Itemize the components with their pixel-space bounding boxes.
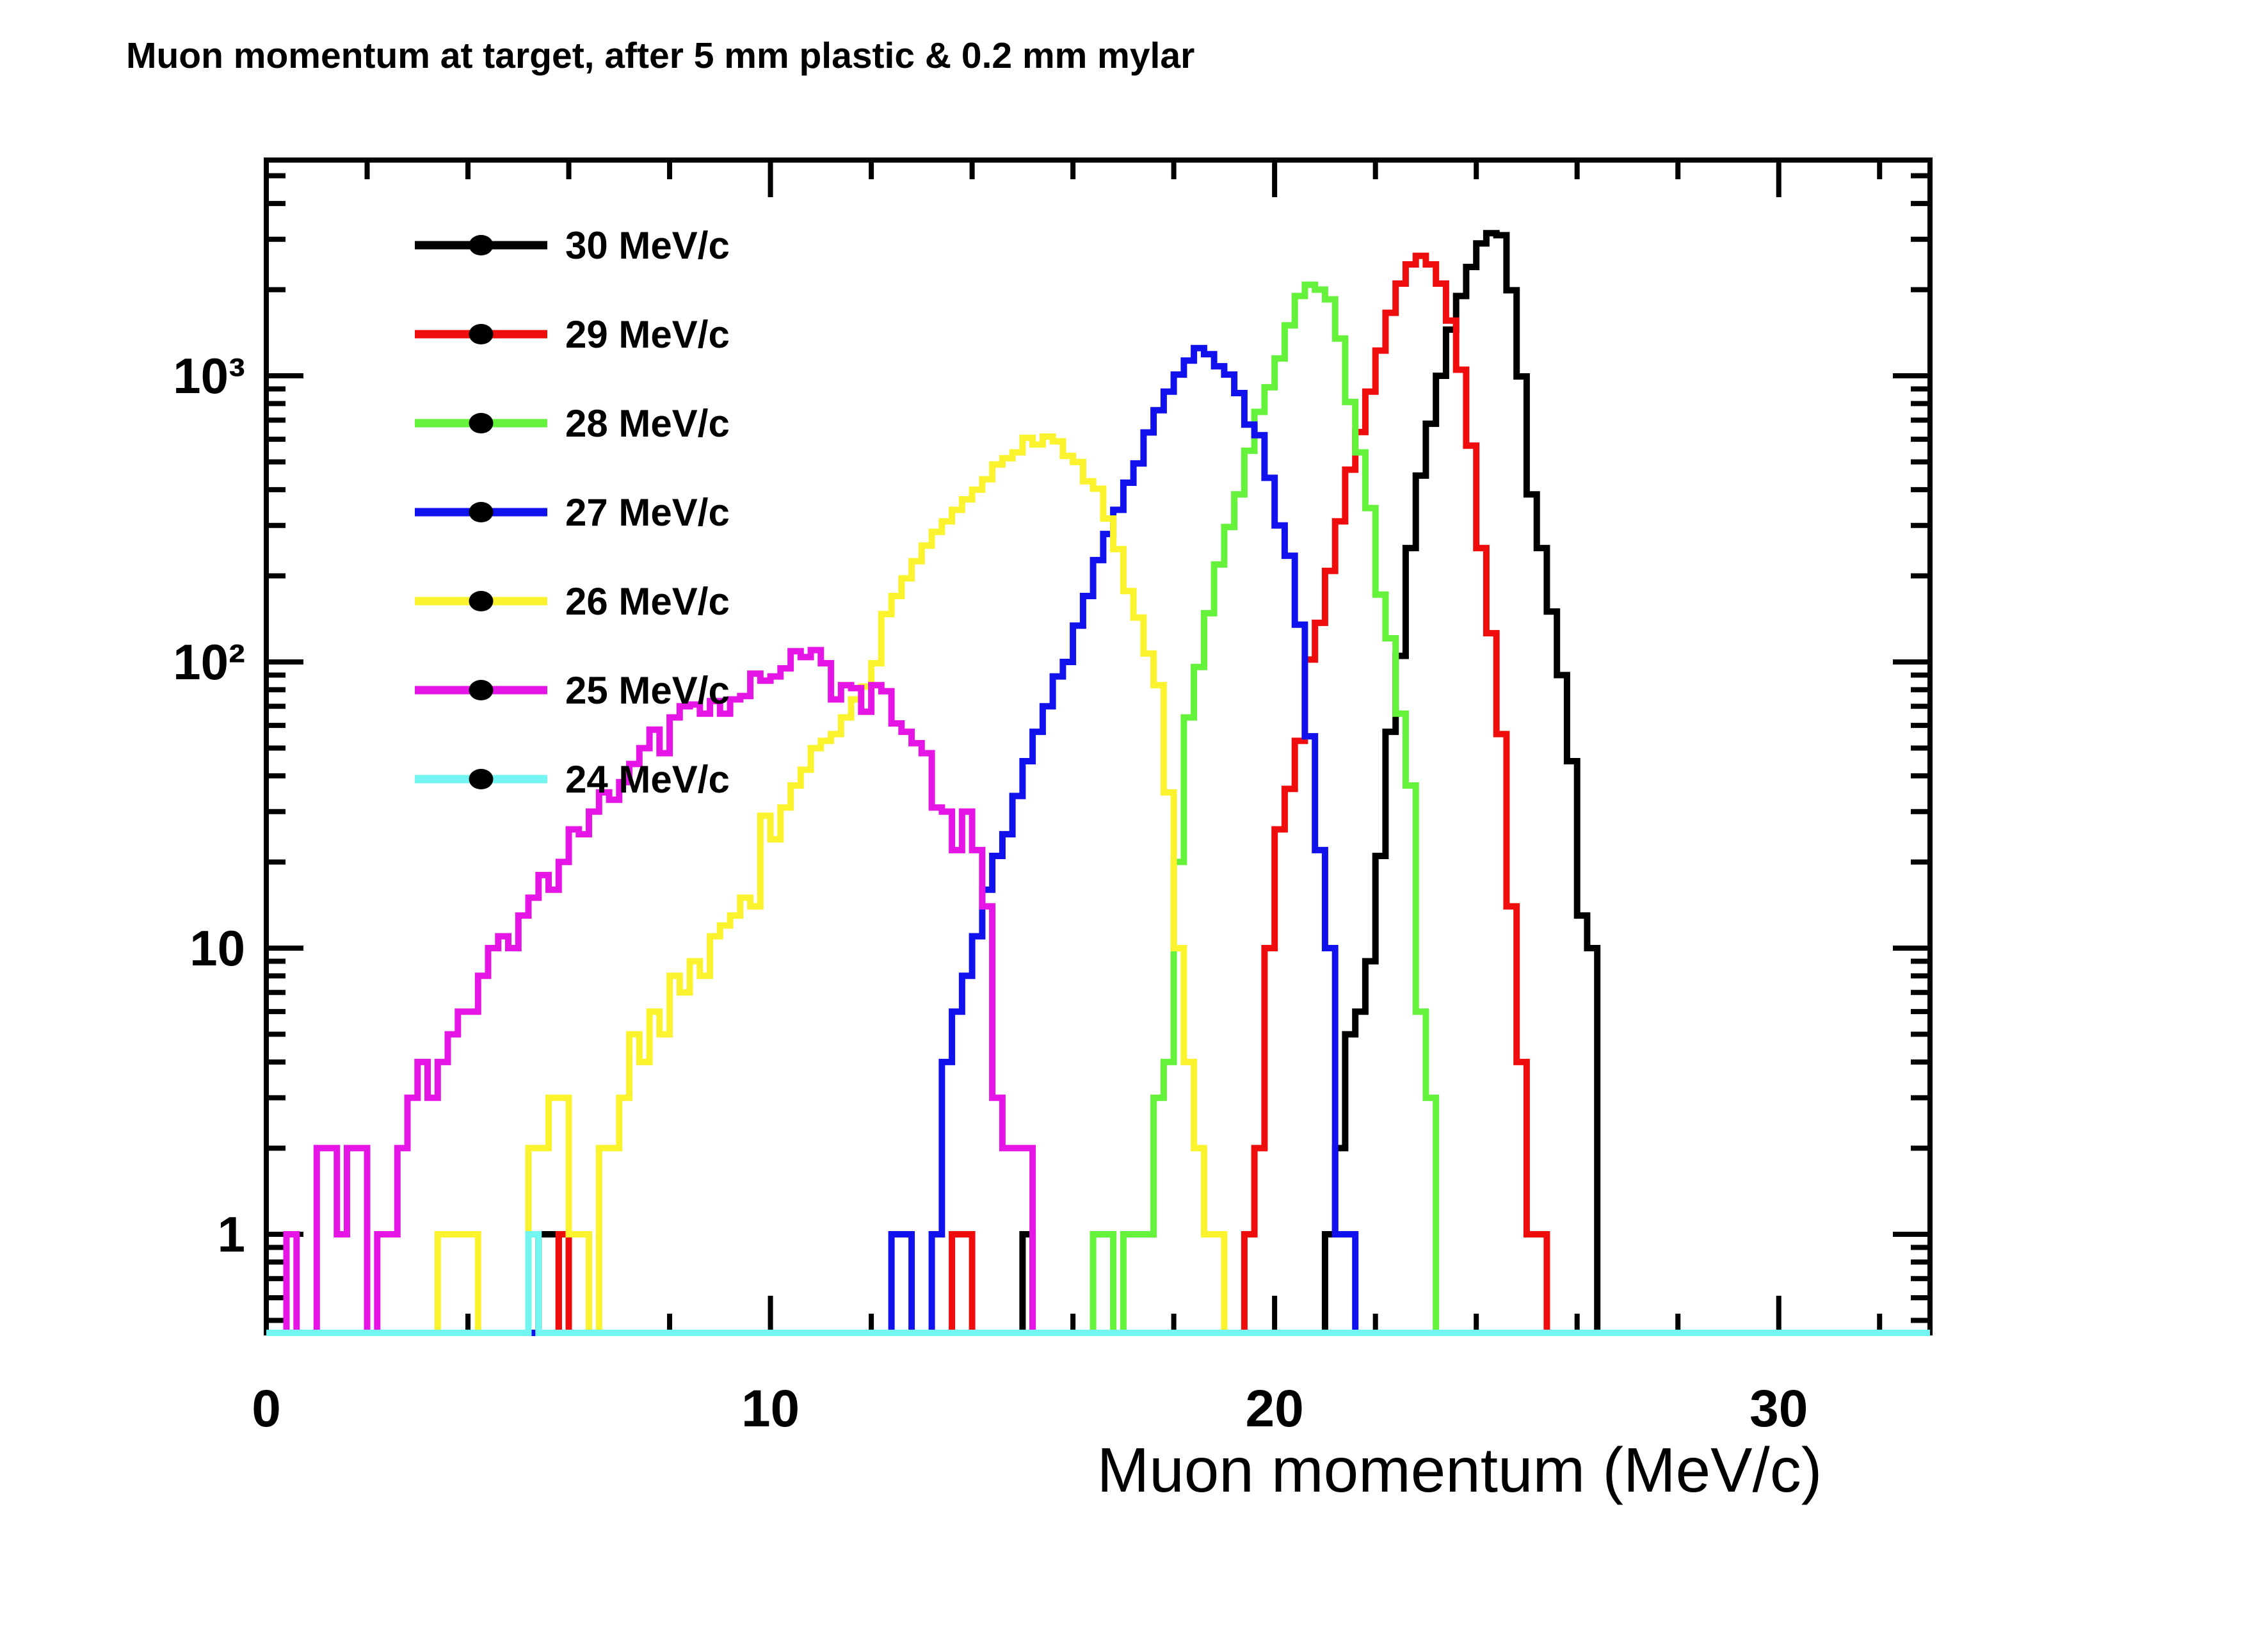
histogram-29mevc (266, 252, 1930, 1336)
legend-marker-icon (469, 680, 494, 700)
legend-marker-icon (469, 769, 494, 789)
x-tick-label: 0 (252, 1380, 281, 1438)
legend-marker-icon (469, 235, 494, 255)
histogram-24mevc (266, 1231, 1930, 1336)
legend-label-24mevc: 24 MeV/c (565, 758, 730, 801)
legend-marker-icon (469, 591, 494, 611)
legend-label-26mevc: 26 MeV/c (565, 580, 730, 623)
x-tick-label: 20 (1246, 1380, 1304, 1438)
histogram-curves (266, 230, 1930, 1336)
x-axis-tick-labels: 0 10 20 30 (252, 1380, 1808, 1438)
legend-marker-icon (469, 324, 494, 344)
legend-label-25mevc: 25 MeV/c (565, 669, 730, 712)
legend: 30 MeV/c 29 MeV/c 28 MeV/c 27 MeV/c 26 MeV/c… (415, 224, 730, 801)
y-tick-label: 1 (218, 1206, 245, 1262)
legend-label-28mevc: 28 MeV/c (565, 402, 730, 445)
axis-ticks (266, 160, 1930, 1333)
y-axis-tick-labels: 1 10 10² 10³ (173, 348, 245, 1262)
histogram-25mevc (266, 647, 1930, 1336)
x-axis-title: Muon momentum (MeV/c) (1097, 1435, 1822, 1505)
page-title: Muon momentum at target, after 5 mm plas… (126, 35, 1194, 76)
y-tick-label: 10² (173, 634, 245, 690)
histogram-27mevc (266, 344, 1930, 1336)
x-tick-label: 30 (1749, 1380, 1808, 1438)
histogram-26mevc (266, 433, 1930, 1336)
legend-label-29mevc: 29 MeV/c (565, 313, 730, 356)
y-tick-label: 10 (189, 920, 245, 976)
legend-label-27mevc: 27 MeV/c (565, 491, 730, 534)
legend-marker-icon (469, 413, 494, 433)
legend-label-30mevc: 30 MeV/c (565, 224, 730, 267)
x-tick-label: 10 (741, 1380, 800, 1438)
y-tick-label: 10³ (173, 348, 245, 404)
legend-marker-icon (469, 502, 494, 522)
histogram-28mevc (266, 281, 1930, 1336)
